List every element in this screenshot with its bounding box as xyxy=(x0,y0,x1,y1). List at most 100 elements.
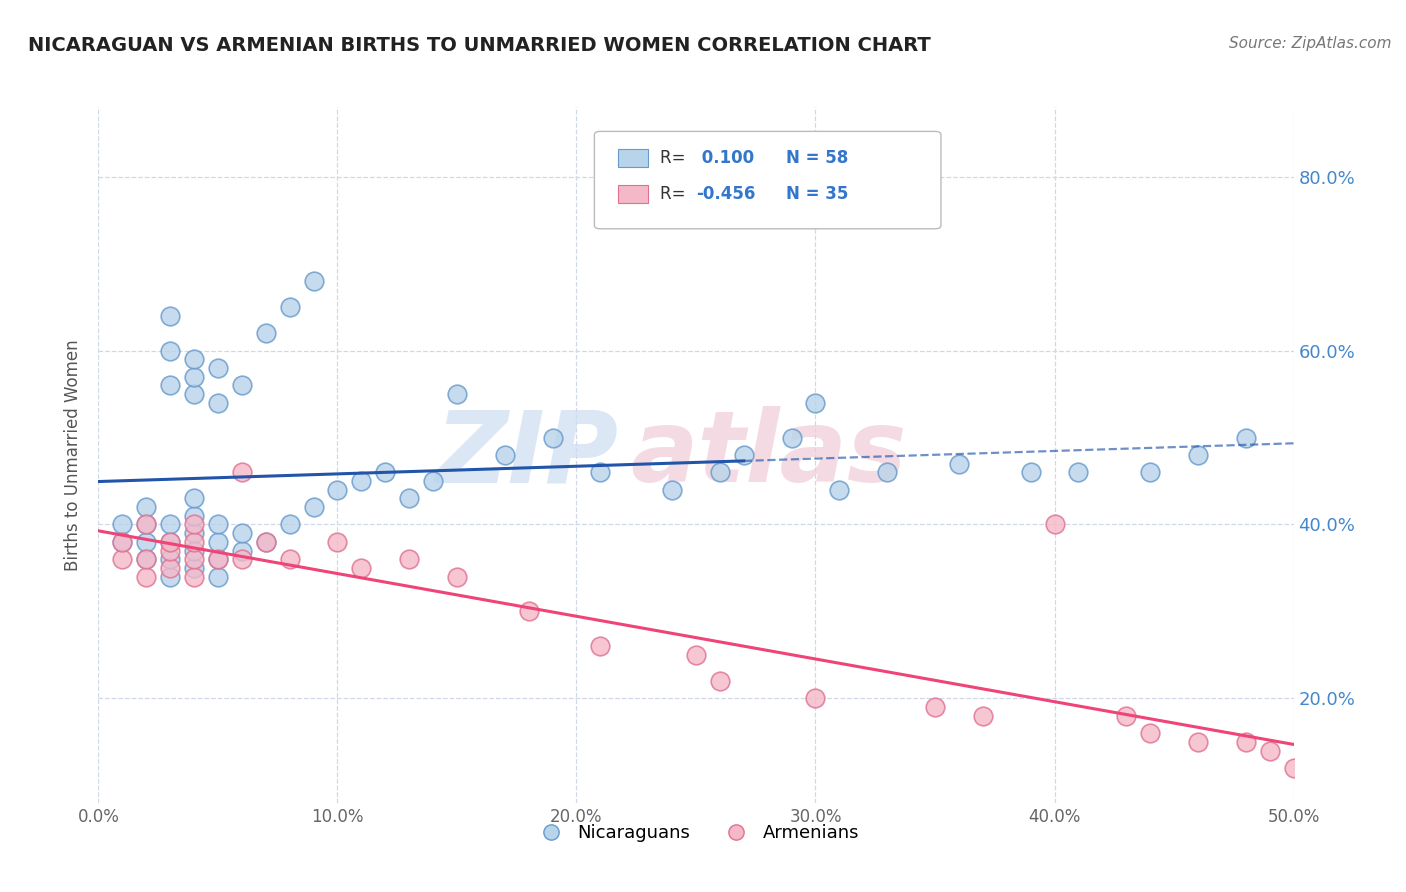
Point xyxy=(685,648,707,662)
Text: NICARAGUAN VS ARMENIAN BIRTHS TO UNMARRIED WOMEN CORRELATION CHART: NICARAGUAN VS ARMENIAN BIRTHS TO UNMARRI… xyxy=(28,36,931,54)
Point xyxy=(159,552,181,566)
Point xyxy=(1139,726,1161,740)
Point xyxy=(183,387,205,401)
Point xyxy=(1115,708,1137,723)
Point xyxy=(398,552,420,566)
Point xyxy=(111,534,134,549)
Point xyxy=(422,474,444,488)
Point xyxy=(254,534,277,549)
Point xyxy=(278,552,301,566)
Point xyxy=(183,561,205,575)
Point xyxy=(111,534,134,549)
FancyBboxPatch shape xyxy=(595,131,941,229)
Point xyxy=(159,343,181,358)
Point xyxy=(780,430,803,444)
Point xyxy=(494,448,516,462)
Text: Source: ZipAtlas.com: Source: ZipAtlas.com xyxy=(1229,36,1392,51)
Point xyxy=(709,466,731,480)
Point xyxy=(111,552,134,566)
Point xyxy=(254,326,277,341)
Point xyxy=(302,500,325,514)
Point xyxy=(183,352,205,367)
Point xyxy=(135,500,157,514)
Point xyxy=(183,552,205,566)
Point xyxy=(159,378,181,392)
Point xyxy=(1234,430,1257,444)
Point xyxy=(589,466,612,480)
Point xyxy=(135,552,157,566)
Text: 0.100: 0.100 xyxy=(696,149,754,167)
Point xyxy=(135,569,157,583)
Point xyxy=(924,700,946,714)
Point xyxy=(1019,466,1042,480)
Point xyxy=(159,534,181,549)
Text: R=: R= xyxy=(661,149,690,167)
Point xyxy=(183,508,205,523)
Point xyxy=(1187,448,1209,462)
Point xyxy=(207,361,229,376)
FancyBboxPatch shape xyxy=(619,149,648,167)
Point xyxy=(135,552,157,566)
Point xyxy=(111,517,134,532)
Point xyxy=(159,543,181,558)
Text: R=: R= xyxy=(661,185,690,203)
Point xyxy=(1187,735,1209,749)
Point xyxy=(733,448,755,462)
Text: -0.456: -0.456 xyxy=(696,185,755,203)
Point xyxy=(1234,735,1257,749)
Point xyxy=(231,526,253,541)
Point xyxy=(183,369,205,384)
Point xyxy=(183,569,205,583)
Point xyxy=(398,491,420,506)
Point xyxy=(278,300,301,314)
Point xyxy=(948,457,970,471)
Point xyxy=(709,674,731,689)
Point xyxy=(159,561,181,575)
Point xyxy=(1067,466,1090,480)
Point xyxy=(446,569,468,583)
Point xyxy=(159,309,181,323)
Text: ZIP: ZIP xyxy=(436,407,619,503)
Point xyxy=(446,387,468,401)
Point xyxy=(207,569,229,583)
Point xyxy=(661,483,683,497)
Point xyxy=(278,517,301,532)
Point xyxy=(589,639,612,653)
Point xyxy=(207,552,229,566)
Point xyxy=(876,466,898,480)
Point xyxy=(1258,744,1281,758)
Point xyxy=(135,534,157,549)
Point xyxy=(183,534,205,549)
Point xyxy=(350,474,373,488)
Point xyxy=(231,552,253,566)
Point xyxy=(804,691,827,706)
Point xyxy=(159,534,181,549)
Point xyxy=(135,517,157,532)
Text: N = 58: N = 58 xyxy=(786,149,848,167)
Point xyxy=(517,605,540,619)
Point xyxy=(231,466,253,480)
Point xyxy=(207,552,229,566)
Point xyxy=(207,517,229,532)
Point xyxy=(135,517,157,532)
Point xyxy=(541,430,564,444)
Point xyxy=(183,517,205,532)
Point xyxy=(231,378,253,392)
FancyBboxPatch shape xyxy=(619,186,648,202)
Point xyxy=(350,561,373,575)
Point xyxy=(207,395,229,409)
Text: N = 35: N = 35 xyxy=(786,185,848,203)
Y-axis label: Births to Unmarried Women: Births to Unmarried Women xyxy=(65,339,83,571)
Point xyxy=(183,543,205,558)
Legend: Nicaraguans, Armenians: Nicaraguans, Armenians xyxy=(526,817,866,849)
Point xyxy=(972,708,994,723)
Point xyxy=(1043,517,1066,532)
Point xyxy=(159,569,181,583)
Point xyxy=(326,534,349,549)
Text: atlas: atlas xyxy=(630,407,907,503)
Point xyxy=(374,466,396,480)
Point xyxy=(1139,466,1161,480)
Point xyxy=(254,534,277,549)
Point xyxy=(828,483,851,497)
Point xyxy=(804,395,827,409)
